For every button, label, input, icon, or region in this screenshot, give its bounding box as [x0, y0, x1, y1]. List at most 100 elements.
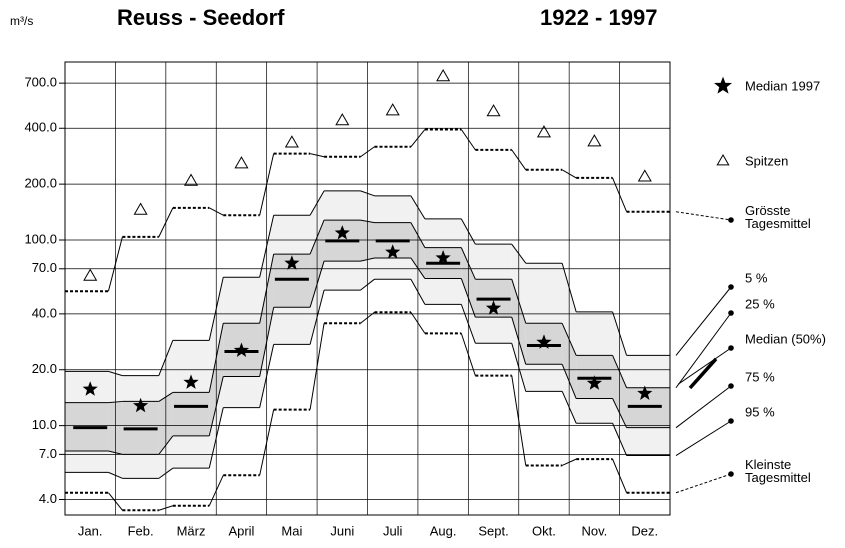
step-connector	[360, 257, 375, 262]
percentile-band	[172, 392, 210, 436]
y-tick-label: 70.0	[32, 260, 57, 275]
legend-label: 25 %	[745, 296, 775, 311]
step-connector	[460, 247, 476, 280]
star-marker	[536, 334, 552, 349]
triangle-marker	[234, 156, 249, 169]
step-connector	[460, 278, 476, 318]
step-connector	[208, 475, 224, 506]
legend-leader	[675, 312, 732, 389]
y-tick-label: 40.0	[32, 305, 57, 320]
step-connector	[561, 169, 577, 179]
triangle-marker	[335, 113, 350, 126]
star-marker	[485, 300, 502, 315]
step-connector	[460, 304, 476, 344]
step-connector	[107, 236, 123, 292]
legend-label: 75 %	[745, 369, 775, 384]
step-connector	[612, 423, 628, 456]
step-connector	[612, 177, 628, 212]
step-connector	[410, 257, 426, 279]
x-tick-label: Mai	[281, 523, 302, 538]
x-tick-label: Aug.	[430, 523, 457, 538]
legend-label: Median 1997	[745, 78, 820, 93]
legend-label: Spitzen	[745, 153, 788, 168]
step-connector	[360, 146, 375, 158]
step-connector	[360, 219, 375, 224]
legend-label: Kleinste Tagesmittel	[745, 457, 811, 485]
step-connector	[511, 279, 527, 324]
step-connector	[511, 317, 527, 365]
star-marker	[637, 385, 653, 400]
legend-leader	[675, 286, 732, 356]
step-connector	[108, 370, 123, 377]
x-tick-label: Sept.	[478, 523, 508, 538]
star-marker	[334, 225, 350, 240]
star-marker	[385, 244, 401, 259]
step-connector	[158, 340, 174, 376]
step-connector	[108, 450, 123, 455]
y-tick-label: 700.0	[24, 75, 57, 90]
step-connector	[309, 323, 325, 410]
x-tick-label: Okt.	[532, 523, 556, 538]
step-connector	[410, 278, 426, 305]
x-tick-label: Nov.	[581, 523, 607, 538]
step-connector	[561, 391, 577, 424]
step-connector	[309, 290, 325, 345]
step-connector	[158, 391, 174, 402]
step-connector	[612, 355, 628, 388]
triangle-marker	[83, 268, 98, 281]
chart-title: Reuss - Seedorf	[117, 5, 285, 30]
y-tick-label: 7.0	[39, 446, 57, 461]
step-connector	[309, 260, 325, 308]
legend-leader	[675, 473, 732, 494]
step-connector	[158, 505, 173, 511]
step-connector	[460, 333, 476, 376]
step-connector	[561, 323, 577, 356]
step-connector	[208, 277, 224, 341]
step-connector	[259, 253, 275, 324]
step-connector	[561, 263, 577, 313]
step-connector	[612, 398, 628, 428]
star-marker	[233, 342, 250, 357]
triangle-marker	[587, 134, 602, 147]
y-tick-label: 200.0	[24, 176, 57, 191]
step-connector	[561, 364, 577, 399]
legend-symbol	[716, 153, 730, 166]
step-connector	[612, 458, 628, 493]
step-connector	[410, 312, 426, 334]
x-tick-label: März	[177, 523, 206, 538]
star-marker	[284, 255, 300, 270]
step-connector	[108, 471, 123, 479]
step-connector	[561, 458, 577, 466]
legend-leader	[675, 420, 732, 456]
triangle-marker	[536, 125, 551, 138]
step-connector	[511, 243, 527, 264]
legend-label: Grösste Tagesmittel	[745, 203, 811, 231]
step-connector	[208, 323, 224, 393]
step-connector	[259, 344, 275, 408]
step-connector	[259, 409, 275, 476]
triangle-marker	[486, 104, 501, 117]
legend-leader	[675, 211, 732, 221]
star-marker	[133, 397, 149, 413]
step-connector	[360, 190, 375, 197]
step-connector	[410, 129, 426, 148]
step-connector	[410, 195, 426, 220]
y-tick-label: 400.0	[24, 120, 57, 135]
legend-label: Median (50%)	[745, 331, 826, 346]
legend-leader-thick	[688, 357, 718, 390]
step-connector	[360, 278, 375, 291]
x-tick-label: Jan.	[78, 523, 103, 538]
step-connector	[511, 149, 527, 171]
step-connector	[208, 407, 224, 469]
step-connector	[259, 215, 275, 278]
step-connector	[460, 218, 476, 245]
step-connector	[360, 311, 375, 324]
y-unit: m³/s	[10, 14, 33, 28]
y-tick-label: 20.0	[32, 361, 57, 376]
y-tick-label: 10.0	[32, 417, 57, 432]
triangle-marker	[436, 69, 451, 82]
step-connector	[309, 190, 325, 216]
step-connector	[158, 435, 174, 455]
